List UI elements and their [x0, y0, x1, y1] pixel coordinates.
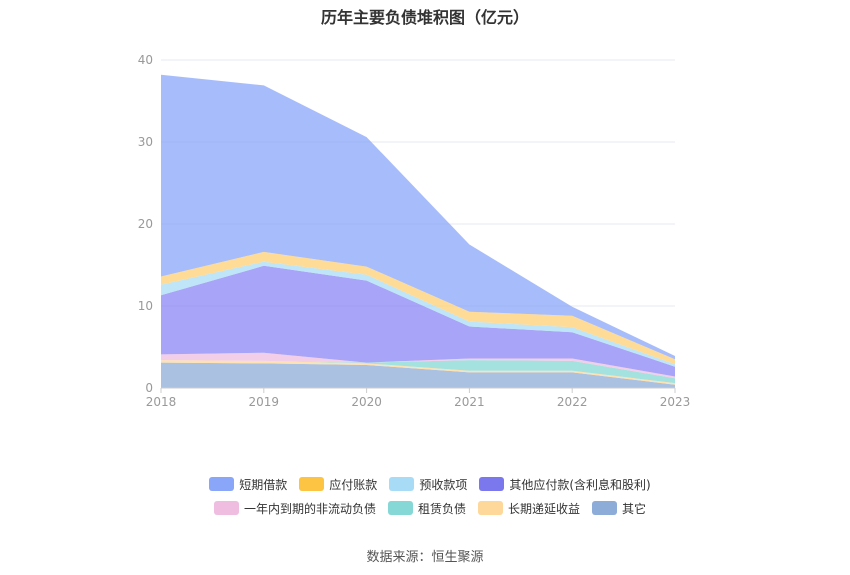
legend-swatch — [213, 501, 239, 515]
y-tick-label: 0 — [145, 381, 153, 395]
legend-label: 应付账款 — [329, 477, 378, 492]
x-tick-label: 2023 — [660, 395, 691, 409]
x-tick-label: 2022 — [557, 395, 588, 409]
legend-item-short-term-loans[interactable]: 短期借款 — [209, 476, 287, 493]
data-source: 数据来源：恒生聚源 — [366, 550, 484, 565]
stacked-area-chart: 0 10 20 30 40 2018 2019 2020 2021 2022 2023 — [138, 53, 691, 409]
y-tick-label: 30 — [138, 135, 153, 149]
chart-title: 历年主要负债堆积图（亿元） — [320, 8, 529, 27]
series-area — [161, 362, 675, 388]
y-tick-label: 20 — [138, 217, 153, 231]
legend-label: 其它 — [622, 501, 647, 516]
legend-swatch — [299, 477, 325, 491]
legend-item-current-portion-noncurrent[interactable]: 一年内到期的非流动负债 — [213, 500, 376, 517]
legend-item-accounts-payable[interactable]: 应付账款 — [299, 476, 377, 493]
legend-row-1: 短期借款 应付账款 预收款项 其他应付款(含利息和股利) — [150, 472, 710, 496]
series-area — [161, 74, 675, 360]
series-area — [161, 360, 675, 385]
legend: 短期借款 应付账款 预收款项 其他应付款(含利息和股利) 一年内到期的非流动负债… — [150, 472, 710, 520]
legend-label: 长期递延收益 — [508, 501, 581, 516]
series-area — [161, 360, 675, 384]
legend-item-advance-receipts[interactable]: 预收款项 — [389, 476, 467, 493]
x-tick-label: 2019 — [249, 395, 280, 409]
series-area — [161, 352, 675, 379]
series-area — [161, 265, 675, 377]
x-tick-label: 2018 — [146, 395, 177, 409]
legend-swatch — [478, 501, 503, 515]
legend-label: 其他应付款(含利息和股利) — [509, 477, 651, 492]
legend-swatch — [209, 477, 235, 491]
legend-item-other-payables[interactable]: 其他应付款(含利息和股利) — [479, 476, 651, 493]
legend-swatch — [389, 477, 415, 491]
legend-swatch — [479, 477, 505, 491]
y-tick-label: 10 — [138, 299, 153, 313]
legend-label: 租赁负债 — [417, 501, 466, 516]
y-tick-label: 40 — [138, 53, 153, 67]
legend-swatch — [592, 501, 618, 515]
legend-swatch — [387, 501, 413, 515]
legend-item-lease-liabilities[interactable]: 租赁负债 — [387, 500, 466, 517]
legend-label: 短期借款 — [239, 477, 288, 492]
x-tick-label: 2021 — [454, 395, 485, 409]
legend-label: 预收款项 — [419, 477, 468, 492]
legend-label: 一年内到期的非流动负债 — [243, 501, 376, 516]
x-tick-label: 2020 — [351, 395, 382, 409]
legend-row-2: 一年内到期的非流动负债 租赁负债 长期递延收益 其它 — [150, 496, 710, 520]
legend-item-deferred-income[interactable]: 长期递延收益 — [478, 500, 580, 517]
legend-item-other[interactable]: 其它 — [592, 500, 646, 517]
